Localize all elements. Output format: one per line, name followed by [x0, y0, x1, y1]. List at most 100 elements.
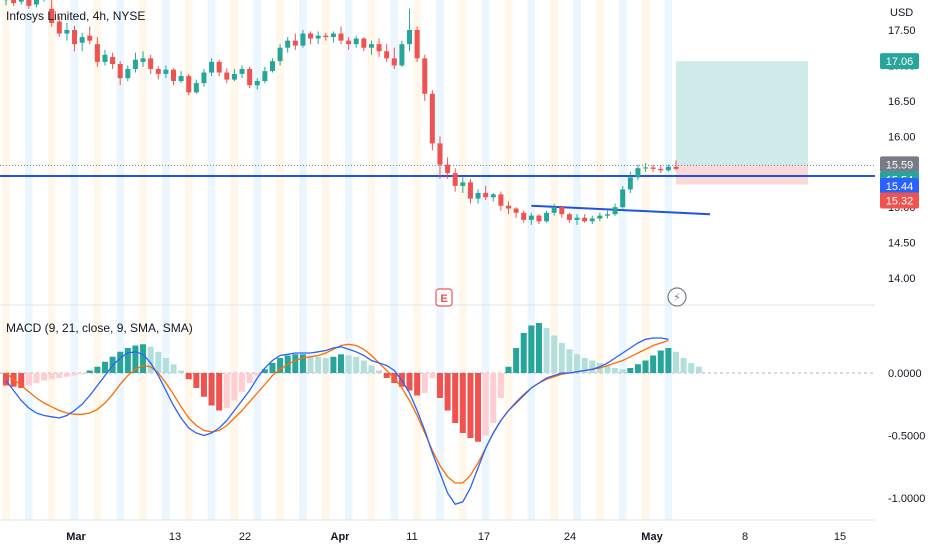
candle-body — [87, 36, 92, 41]
candle-body — [384, 51, 389, 58]
histogram-bar — [422, 373, 428, 393]
candle-body — [148, 58, 153, 69]
session-band — [71, 0, 79, 520]
candle-body — [232, 74, 237, 80]
histogram-bar — [536, 323, 542, 373]
dividend-icon: ⚡ — [673, 291, 681, 304]
time-tick-label: 11 — [406, 531, 417, 543]
candle-body — [422, 58, 427, 93]
candle-body — [118, 64, 123, 78]
histogram-bar — [658, 351, 664, 374]
histogram-bar — [376, 371, 382, 374]
candle-body — [666, 167, 671, 171]
time-tick-label: Mar — [66, 531, 86, 543]
session-band — [139, 0, 147, 520]
session-band — [436, 0, 444, 520]
candle-body — [201, 73, 206, 84]
histogram-bar — [643, 361, 649, 374]
session-band — [208, 0, 216, 520]
session-band — [25, 0, 33, 520]
loss-zone — [676, 165, 808, 184]
candle-body — [102, 55, 107, 62]
histogram-bar — [513, 348, 519, 373]
candle-body — [125, 69, 130, 78]
macd-tick-label: -0.5000 — [888, 431, 925, 443]
candle-body — [240, 69, 245, 74]
candle-body — [445, 165, 450, 174]
time-tick-label: 13 — [169, 531, 181, 543]
candle-body — [460, 182, 465, 186]
candle-body — [369, 44, 374, 48]
candle-body — [399, 44, 404, 65]
histogram-bar — [201, 373, 207, 397]
candle-body — [19, 0, 24, 2]
histogram-bar — [102, 362, 108, 373]
candle-body — [346, 41, 351, 45]
candle-body — [141, 58, 146, 62]
candle-body — [377, 44, 382, 51]
histogram-bar — [490, 373, 496, 423]
histogram-bar — [171, 364, 177, 373]
candle-body — [72, 30, 77, 44]
candle-body — [674, 167, 679, 169]
candle-body — [536, 216, 541, 222]
price-badge-label: 15.44 — [886, 181, 914, 193]
histogram-bar — [125, 348, 131, 373]
histogram-bar — [224, 373, 230, 408]
candle-body — [57, 21, 62, 33]
candle-body — [80, 37, 85, 43]
histogram-bar — [94, 367, 100, 373]
candle-body — [597, 216, 602, 219]
histogram-bar — [193, 373, 199, 388]
histogram-bar — [559, 343, 565, 373]
candle-body — [331, 34, 336, 38]
histogram-bar — [87, 371, 93, 374]
session-band — [345, 0, 353, 520]
histogram-bar — [49, 373, 55, 379]
histogram-bar — [467, 373, 473, 438]
candle-body — [64, 30, 69, 34]
candle-body — [339, 34, 344, 41]
histogram-bar — [330, 357, 336, 373]
candle-body — [316, 36, 321, 39]
histogram-bar — [681, 358, 687, 373]
price-tick-label: 16.00 — [888, 131, 916, 143]
candle-body — [293, 41, 298, 46]
session-band — [253, 0, 261, 520]
session-band — [2, 0, 10, 520]
histogram-bar — [445, 373, 451, 411]
candle-body — [133, 60, 138, 69]
candle-body — [521, 213, 526, 220]
session-band — [322, 0, 330, 520]
histogram-bar — [269, 363, 275, 373]
histogram-bar — [209, 373, 215, 406]
histogram-bar — [483, 373, 489, 436]
price-tick-label: 14.50 — [888, 238, 916, 250]
session-shading — [2, 0, 672, 520]
candle-body — [194, 83, 199, 92]
candle-body — [590, 218, 595, 221]
histogram-bar — [178, 371, 184, 374]
candle-body — [415, 30, 420, 58]
histogram-bar — [452, 373, 458, 423]
price-badge-label: 17.06 — [886, 56, 914, 68]
candle-body — [514, 209, 519, 213]
candle-body — [262, 71, 267, 81]
macd-tick-label: 0.0000 — [888, 368, 922, 380]
candle-body — [308, 34, 313, 39]
candle-body — [34, 0, 39, 4]
histogram-bar — [308, 356, 314, 374]
histogram-bar — [72, 373, 78, 376]
histogram-bar — [551, 336, 557, 374]
time-tick-label: 22 — [239, 531, 251, 543]
dividend-marker: ⚡ — [668, 288, 686, 306]
histogram-bar — [612, 368, 618, 373]
histogram-bar — [41, 373, 47, 381]
session-band — [596, 0, 604, 520]
histogram-bar — [140, 344, 146, 373]
session-band — [368, 0, 376, 520]
histogram-bar — [216, 373, 222, 411]
candle-body — [110, 57, 115, 64]
